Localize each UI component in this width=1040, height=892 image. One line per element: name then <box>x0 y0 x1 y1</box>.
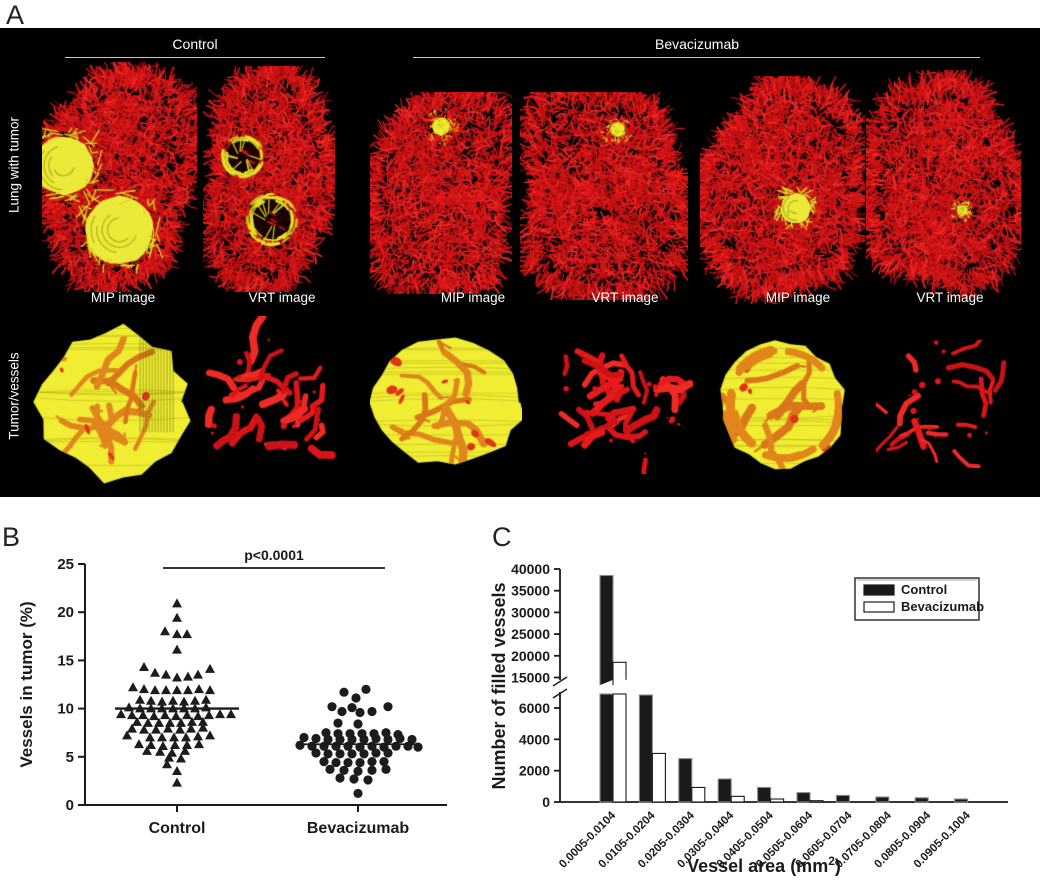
svg-text:25: 25 <box>57 556 74 573</box>
group-header-bevacizumab: Bevacizumab <box>654 36 740 52</box>
svg-text:20000: 20000 <box>511 648 550 664</box>
svg-text:Control: Control <box>149 820 206 837</box>
svg-text:4000: 4000 <box>519 731 550 747</box>
vessels-in-tumor-scatter-chart: 0 5 10 15 20 25 Vessels in tumor (%) p<0.0001 Co… <box>17 547 447 837</box>
panel-b-letter: B <box>2 522 21 552</box>
svg-text:15000: 15000 <box>511 670 550 686</box>
group-underline-control <box>65 57 325 58</box>
lung-vrt-bevacizumab-2-image <box>866 70 1021 300</box>
panel-c-letter: C <box>492 522 512 552</box>
caption-vrt-2: VRT image <box>591 290 659 305</box>
svg-text:Number of filled vessels: Number of filled vessels <box>489 582 509 789</box>
lung-vrt-control-image <box>203 66 335 292</box>
panel-a: Control Bevacizumab Lung with tumor Tumo… <box>0 28 1040 497</box>
svg-text:Vessel area (mm2): Vessel area (mm2) <box>687 854 841 876</box>
panel-a-letter: A <box>6 0 25 30</box>
svg-text:6000: 6000 <box>519 700 550 716</box>
caption-mip-3: MIP image <box>765 290 831 305</box>
svg-text:Bevacizumab: Bevacizumab <box>307 820 409 837</box>
svg-text:30000: 30000 <box>511 604 550 620</box>
tumor-vrt-control-image <box>196 316 338 486</box>
svg-text:0: 0 <box>66 797 74 814</box>
caption-vrt-1: VRT image <box>248 290 316 305</box>
filled-vessels-bar-chart: 15000 20000 25000 30000 35000 40000 0 2000 4000 6… <box>489 561 1008 876</box>
svg-text:10: 10 <box>57 701 74 718</box>
svg-text:Vessels in tumor (%): Vessels in tumor (%) <box>17 601 36 767</box>
svg-text:25000: 25000 <box>511 626 550 642</box>
lung-vrt-bevacizumab-1-image <box>520 92 688 300</box>
caption-vrt-3: VRT image <box>916 290 984 305</box>
svg-text:0: 0 <box>542 794 550 810</box>
svg-text:p<0.0001: p<0.0001 <box>244 547 304 563</box>
svg-text:15: 15 <box>57 652 74 669</box>
tumor-mip-bevacizumab-2-image <box>716 326 850 484</box>
svg-text:2000: 2000 <box>519 763 550 779</box>
svg-text:Control: Control <box>901 582 947 597</box>
lung-mip-bevacizumab-2-image <box>700 76 865 304</box>
tumor-mip-bevacizumab-1-image <box>370 330 522 475</box>
row-label-tumor-vessels: Tumor/vessels <box>6 352 22 440</box>
group-header-control: Control <box>172 36 218 52</box>
svg-text:35000: 35000 <box>511 583 550 599</box>
lung-mip-control-image <box>42 62 197 292</box>
caption-mip-2: MIP image <box>440 290 506 305</box>
group-underline-bevacizumab <box>413 57 980 58</box>
tumor-mip-control-image <box>33 313 195 491</box>
tumor-vrt-bevacizumab-1-image <box>543 336 693 474</box>
lung-mip-bevacizumab-1-image <box>370 92 512 294</box>
tumor-vrt-bevacizumab-2-image <box>876 340 1008 468</box>
svg-text:Bevacizumab: Bevacizumab <box>901 599 984 614</box>
row-label-lung-with-tumor: Lung with tumor <box>6 116 22 214</box>
caption-mip-1: MIP image <box>90 290 156 305</box>
svg-text:5: 5 <box>66 749 74 766</box>
svg-text:20: 20 <box>57 604 74 621</box>
svg-text:40000: 40000 <box>511 561 550 577</box>
